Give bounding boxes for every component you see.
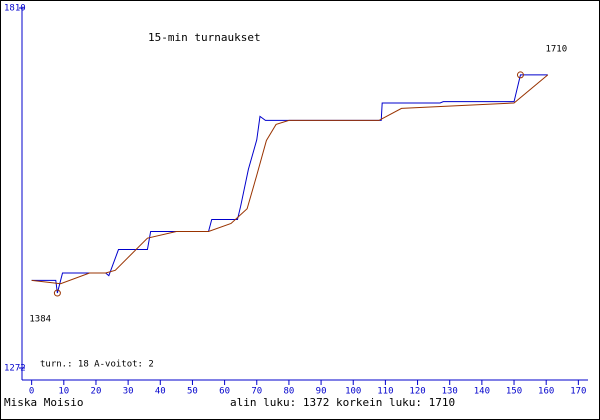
x-tick-label: 80: [283, 387, 294, 397]
x-tick-label: 160: [538, 387, 554, 397]
chart-title: 15-min turnaukset: [148, 31, 261, 44]
x-tick-label: 70: [251, 387, 262, 397]
y-tick-label: 1810: [4, 4, 26, 14]
x-tick-label: 110: [377, 387, 393, 397]
highlight-label: 1384: [29, 315, 51, 325]
series-line: [31, 74, 549, 285]
x-tick-label: 10: [58, 387, 69, 397]
x-tick-label: 120: [409, 387, 425, 397]
x-tick-label: 130: [442, 387, 458, 397]
x-tick-label: 90: [316, 387, 327, 397]
highlight-label: 1710: [545, 44, 567, 54]
highlight-marker: [516, 71, 524, 79]
info-text: turn.: 18 A-voitot: 2: [40, 360, 154, 370]
x-tick-label: 40: [155, 387, 166, 397]
x-tick-label: 50: [187, 387, 198, 397]
x-tick-label: 170: [570, 387, 586, 397]
x-tick-label: 30: [123, 387, 134, 397]
x-tick-label: 100: [345, 387, 361, 397]
x-tick-label: 150: [506, 387, 522, 397]
summary-text: alin luku: 1372 korkein luku: 1710: [230, 396, 455, 409]
x-tick-label: 20: [91, 387, 102, 397]
x-tick-label: 140: [474, 387, 490, 397]
x-tick-label: 60: [219, 387, 230, 397]
player-name: Miska Moisio: [4, 396, 83, 409]
y-tick-label: 1272: [4, 364, 26, 374]
highlight-marker: [53, 289, 61, 297]
x-tick-label: 0: [29, 387, 34, 397]
